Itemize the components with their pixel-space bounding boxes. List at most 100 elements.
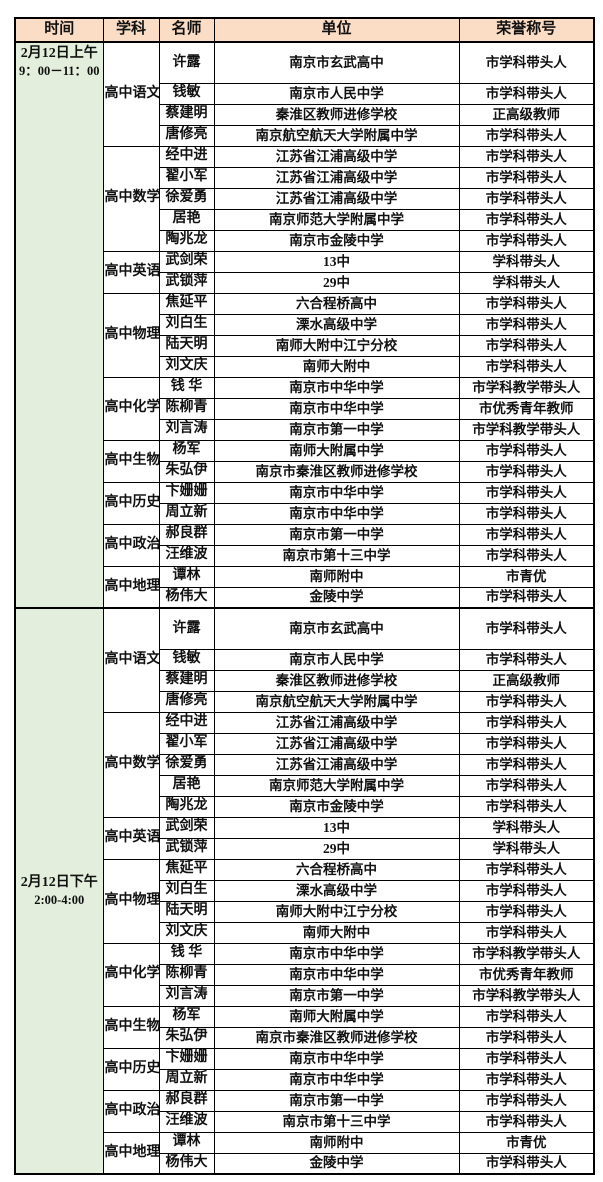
- teacher-name-cell: 武锁萍: [158, 271, 215, 294]
- unit-cell: 江苏省江浦高级中学: [213, 145, 460, 168]
- honor-cell: 市学科带头人: [458, 439, 595, 462]
- unit-cell: 江苏省江浦高级中学: [213, 711, 460, 734]
- honor-cell: 市学科带头人: [458, 502, 595, 525]
- unit-cell: 29中: [213, 271, 460, 294]
- teacher-name-cell: 陈柳青: [158, 397, 215, 420]
- unit-cell: 江苏省江浦高级中学: [213, 732, 460, 755]
- time-hours: 2:00-4:00: [34, 892, 85, 907]
- teacher-name-cell: 刘文庆: [158, 921, 215, 944]
- honor-cell: 市学科教学带头人: [458, 376, 595, 399]
- table-row: 刘言涛 南京市第一中学 市学科教学带头人: [15, 418, 595, 441]
- table-row: 高中英语 武剑荣 13中 学科带头人: [15, 816, 595, 860]
- honor-cell: 市学科带头人: [458, 879, 595, 902]
- table-row: 高中物理 焦延平 六合程桥高中 市学科带头人: [15, 292, 595, 378]
- honor-cell: 市学科带头人: [458, 355, 595, 378]
- honor-cell: 市学科带头人: [458, 858, 595, 881]
- honor-cell: 市学科带头人: [458, 711, 595, 734]
- table-row: 朱弘伊 南京市秦淮区教师进修学校 市学科带头人: [15, 460, 595, 483]
- unit-cell: 13中: [213, 816, 460, 839]
- table-row: 高中地理 谭林 南师附中 市青优: [15, 1131, 595, 1175]
- column-header-time: 时间: [14, 17, 104, 43]
- honor-cell: 市学科带头人: [458, 921, 595, 944]
- time-date: 2月12日上午: [20, 46, 98, 61]
- unit-cell: 南京市中华中学: [213, 376, 460, 399]
- table-row: 刘言涛 南京市第一中学 市学科教学带头人: [15, 984, 595, 1007]
- unit-cell: 南师大附属中学: [213, 439, 460, 462]
- honor-cell: 市学科带头人: [458, 586, 595, 609]
- table-row: 武锁萍 29中 学科带头人: [15, 271, 595, 294]
- teacher-name-cell: 卞姗姗: [158, 481, 215, 504]
- honor-cell: 市学科带头人: [458, 187, 595, 210]
- honor-cell: 学科带头人: [458, 271, 595, 294]
- table-row: 钱敏 南京市人民中学 市学科带头人: [15, 82, 595, 105]
- table-row: 陈柳青 南京市中华中学 市优秀青年教师: [15, 397, 595, 420]
- unit-cell: 金陵中学: [213, 1152, 460, 1175]
- teacher-name-cell: 郝良群: [158, 1089, 215, 1112]
- table-row: 居艳 南京师范大学附属中学 市学科带头人: [15, 208, 595, 231]
- honor-cell: 市学科教学带头人: [458, 418, 595, 441]
- unit-cell: 南京市第一中学: [213, 418, 460, 441]
- teacher-name-cell: 周立新: [158, 1068, 215, 1091]
- honor-cell: 市青优: [458, 1131, 595, 1154]
- unit-cell: 南师大附中江宁分校: [213, 334, 460, 357]
- unit-cell: 南京市第十三中学: [213, 544, 460, 567]
- column-header-unit: 单位: [213, 17, 460, 43]
- honor-cell: 市学科教学带头人: [458, 984, 595, 1007]
- teacher-name-cell: 杨伟大: [158, 1152, 215, 1175]
- unit-cell: 南京市中华中学: [213, 397, 460, 420]
- teacher-name-cell: 刘言涛: [158, 984, 215, 1007]
- unit-cell: 南京市第一中学: [213, 523, 460, 546]
- session-0: 2月12日上午 9：00－11：00 高中语文 许露 南京市玄武高中 市学科带头人 钱敏 南京…: [14, 41, 595, 609]
- unit-cell: 南师大附属中学: [213, 1005, 460, 1028]
- teacher-name-cell: 唐修亮: [158, 124, 215, 147]
- table-row: 翟小军 江苏省江浦高级中学 市学科带头人: [15, 166, 595, 189]
- time-cell: 2月12日下午 2:00-4:00: [14, 607, 104, 1175]
- honor-cell: 市学科带头人: [458, 795, 595, 818]
- unit-cell: 江苏省江浦高级中学: [213, 753, 460, 776]
- honor-cell: 市学科带头人: [458, 690, 595, 713]
- subject-cell: 高中化学: [102, 942, 160, 1007]
- teacher-name-cell: 朱弘伊: [158, 460, 215, 483]
- honor-cell: 市学科带头人: [458, 1047, 595, 1070]
- table-row: 唐修亮 南京航空航天大学附属中学 市学科带头人: [15, 690, 595, 713]
- honor-cell: 正高级教师: [458, 669, 595, 692]
- honor-cell: 市优秀青年教师: [458, 963, 595, 986]
- honor-cell: 市学科带头人: [458, 753, 595, 776]
- unit-cell: 南京市第一中学: [213, 984, 460, 1007]
- teacher-name-cell: 谭林: [158, 565, 215, 588]
- teacher-name-cell: 居艳: [158, 208, 215, 231]
- honor-cell: 正高级教师: [458, 103, 595, 126]
- unit-cell: 金陵中学: [213, 586, 460, 609]
- teacher-name-cell: 经中进: [158, 711, 215, 734]
- unit-cell: 南京市人民中学: [213, 82, 460, 105]
- table-row: 2月12日下午 2:00-4:00 高中语文 许露 南京市玄武高中 市学科带头人: [14, 607, 595, 1175]
- unit-cell: 南京市人民中学: [213, 648, 460, 671]
- honor-cell: 市学科教学带头人: [458, 942, 595, 965]
- table-row: 高中化学钱 华南京市中华中学 市学科教学带头人: [15, 376, 595, 441]
- table-row: 高中数学 经中进 江苏省江浦高级中学 市学科带头人: [15, 711, 595, 818]
- time-hours: 9：00－11：00: [18, 64, 100, 79]
- unit-cell: 南师附中: [213, 1131, 460, 1154]
- unit-cell: 南京市中华中学: [213, 502, 460, 525]
- unit-cell: 江苏省江浦高级中学: [213, 187, 460, 210]
- table-row: 朱弘伊 南京市秦淮区教师进修学校 市学科带头人: [15, 1026, 595, 1049]
- teacher-name-cell: 武剑荣: [158, 250, 215, 273]
- table-row: 高中政治 郝良群 南京市第一中学 市学科带头人: [15, 1089, 595, 1133]
- teacher-name-cell: 陈柳青: [158, 963, 215, 986]
- teacher-name-cell: 翟小军: [158, 732, 215, 755]
- unit-cell: 南京市秦淮区教师进修学校: [213, 1026, 460, 1049]
- table-row: 刘白生 溧水高级中学 市学科带头人: [15, 879, 595, 902]
- teacher-name-cell: 钱 华: [158, 942, 215, 965]
- unit-cell: 南京师范大学附属中学: [213, 774, 460, 797]
- unit-cell: 江苏省江浦高级中学: [213, 166, 460, 189]
- teacher-name-cell: 焦延平: [158, 292, 215, 315]
- honor-cell: 市学科带头人: [458, 460, 595, 483]
- column-header-honor: 荣誉称号: [458, 17, 595, 43]
- honor-cell: 市学科带头人: [458, 166, 595, 189]
- honor-cell: 市学科带头人: [458, 523, 595, 546]
- table-row: 杨伟大 金陵中学 市学科带头人: [15, 1152, 595, 1175]
- subject-cell: 高中英语: [102, 250, 160, 294]
- honor-cell: 市学科带头人: [458, 208, 595, 231]
- subject-cell: 高中物理: [102, 858, 160, 944]
